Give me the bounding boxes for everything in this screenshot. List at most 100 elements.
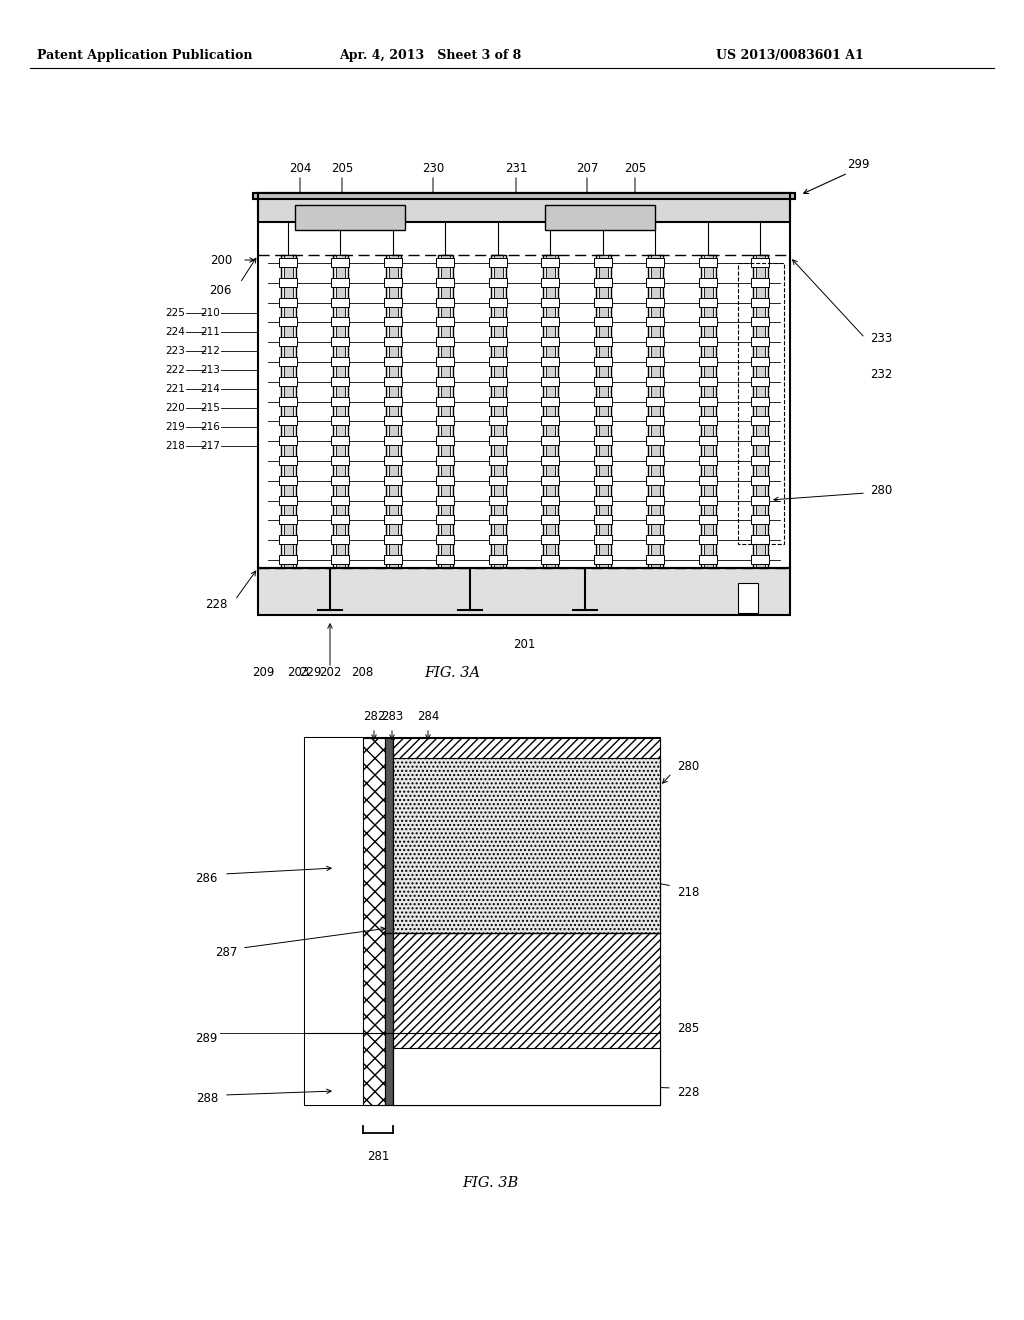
Bar (594, 436, 611, 445)
Bar (436, 317, 455, 326)
Bar (305, 738, 660, 1105)
Bar (542, 257, 559, 267)
Bar (594, 455, 611, 465)
Bar (488, 297, 507, 306)
Bar (594, 515, 611, 524)
Text: 288: 288 (196, 1092, 218, 1105)
Bar (488, 455, 507, 465)
Bar (279, 337, 297, 346)
Text: 209: 209 (252, 667, 274, 680)
Bar (542, 376, 559, 385)
Bar (279, 455, 297, 465)
Bar (751, 475, 769, 484)
Bar (646, 535, 665, 544)
Bar (703, 255, 713, 568)
Text: 213: 213 (200, 366, 220, 375)
Bar (751, 297, 769, 306)
Bar (646, 515, 665, 524)
Bar (279, 297, 297, 306)
Bar (384, 277, 401, 286)
Bar (651, 255, 660, 568)
Bar (594, 535, 611, 544)
Bar (751, 257, 769, 267)
Bar (751, 356, 769, 366)
Bar (738, 583, 758, 612)
Bar (594, 277, 611, 286)
Bar (386, 255, 400, 568)
Bar (545, 205, 655, 230)
Bar (751, 376, 769, 385)
Bar (648, 255, 664, 568)
Text: 233: 233 (870, 331, 892, 345)
Bar (488, 436, 507, 445)
Bar (542, 396, 559, 405)
Bar (698, 317, 717, 326)
Bar (332, 337, 349, 346)
Bar (542, 495, 559, 504)
Bar (332, 495, 349, 504)
Bar (698, 515, 717, 524)
Text: 205: 205 (331, 161, 353, 174)
Bar (698, 356, 717, 366)
Bar (385, 738, 393, 1105)
Text: 280: 280 (870, 483, 892, 496)
Text: 223: 223 (165, 346, 185, 356)
Bar (488, 535, 507, 544)
Bar (384, 337, 401, 346)
Bar (393, 1048, 660, 1105)
Bar (698, 495, 717, 504)
Bar (698, 396, 717, 405)
Bar (488, 416, 507, 425)
Bar (393, 738, 660, 1105)
Bar (646, 554, 665, 564)
Bar (542, 436, 559, 445)
Bar (751, 436, 769, 445)
Bar (332, 356, 349, 366)
Bar (488, 515, 507, 524)
Text: 218: 218 (677, 887, 699, 899)
Text: 200: 200 (210, 253, 232, 267)
Bar (279, 495, 297, 504)
Text: 218: 218 (165, 441, 185, 451)
Bar (751, 554, 769, 564)
Bar (646, 416, 665, 425)
Bar (436, 535, 455, 544)
Bar (279, 257, 297, 267)
Bar (594, 337, 611, 346)
Bar (488, 257, 507, 267)
Bar (436, 257, 455, 267)
Bar (332, 297, 349, 306)
Bar (332, 277, 349, 286)
Bar (646, 297, 665, 306)
Bar (438, 255, 454, 568)
Bar (494, 255, 503, 568)
Bar (384, 515, 401, 524)
Bar (436, 277, 455, 286)
Bar (751, 317, 769, 326)
Bar (258, 193, 790, 568)
Text: 212: 212 (200, 346, 220, 356)
Bar (279, 396, 297, 405)
Bar (488, 495, 507, 504)
Bar (436, 455, 455, 465)
Bar (751, 396, 769, 405)
Bar (738, 263, 784, 544)
Bar (436, 416, 455, 425)
Bar (594, 317, 611, 326)
Bar (594, 297, 611, 306)
Bar (594, 554, 611, 564)
Text: 204: 204 (289, 161, 311, 174)
Bar (279, 515, 297, 524)
Text: 283: 283 (381, 710, 403, 722)
Bar (698, 436, 717, 445)
Text: 224: 224 (165, 327, 185, 337)
Bar (594, 356, 611, 366)
Text: 202: 202 (318, 667, 341, 680)
Bar (646, 455, 665, 465)
Bar (698, 337, 717, 346)
Text: 222: 222 (165, 366, 185, 375)
Text: 229: 229 (299, 667, 322, 680)
Bar (384, 455, 401, 465)
Bar (384, 416, 401, 425)
Bar (384, 356, 401, 366)
